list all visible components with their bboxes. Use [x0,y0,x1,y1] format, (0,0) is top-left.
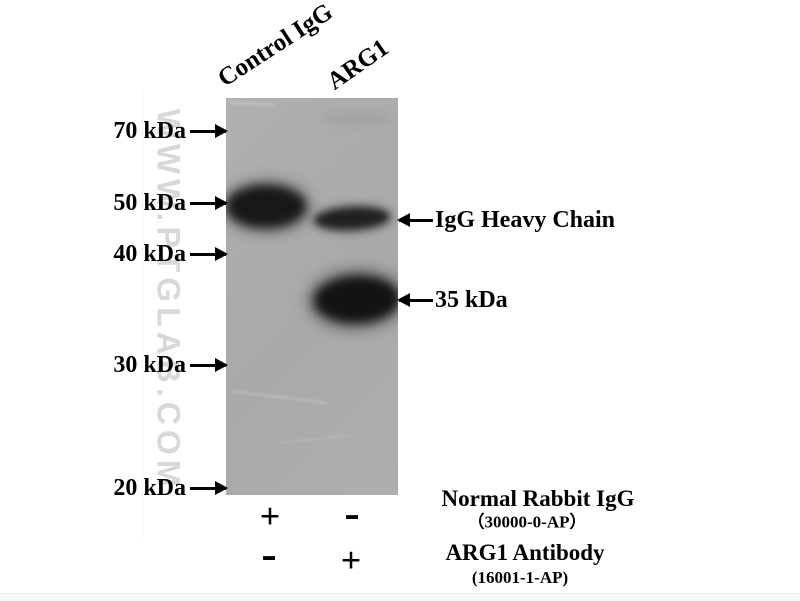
annotation-35kda: 35 kDa [397,285,508,315]
scan-artifact-bottom-strip [0,593,800,601]
mw-marker-label: 20 kDa [113,474,186,501]
igg-lane1-plus: + [259,496,281,536]
mw-marker-label: 50 kDa [113,189,186,216]
mw-marker-20kda: 20 kDa [0,473,228,503]
annotation-label: IgG Heavy Chain [435,206,616,233]
mw-marker-label: 40 kDa [113,240,186,267]
mw-marker-label: 70 kDa [113,117,186,144]
left-arrow-icon [397,292,433,307]
right-arrow-icon [190,480,228,495]
left-arrow-icon [397,212,433,227]
mw-marker-40kda: 40 kDa [0,239,228,269]
western-blot-membrane [226,98,398,495]
arg1-lane2-plus: + [340,540,362,580]
arg1-lane1-minus: - [261,528,277,579]
ptglab-watermark: WWW.PTGLAB.COM [150,108,187,492]
lane-label-control-igg: Control IgG [213,0,338,93]
right-arrow-icon [190,246,228,261]
mw-marker-50kda: 50 kDa [0,188,228,218]
lane-label-arg1: ARG1 [322,34,394,96]
reagent-arg1-antibody: ARG1 Antibody [445,540,605,565]
right-arrow-icon [190,123,228,138]
right-arrow-icon [190,357,228,372]
membrane-grain-texture [226,98,398,495]
igg-lane2-minus: - [344,487,360,538]
right-arrow-icon [190,195,228,210]
scan-artifact-line [142,92,143,538]
mw-marker-30kda: 30 kDa [0,350,228,380]
annotation-label: 35 kDa [435,286,508,313]
catalog-16001-1-ap: (16001-1-AP) [471,568,569,587]
catalog-30000-0-ap: （30000-0-AP） [467,512,587,532]
mw-marker-label: 30 kDa [113,351,186,378]
annotation-igg-heavy-chain: IgG Heavy Chain [397,205,616,235]
mw-marker-70kda: 70 kDa [0,116,228,146]
reagent-normal-rabbit-igg: Normal Rabbit IgG [441,486,635,511]
